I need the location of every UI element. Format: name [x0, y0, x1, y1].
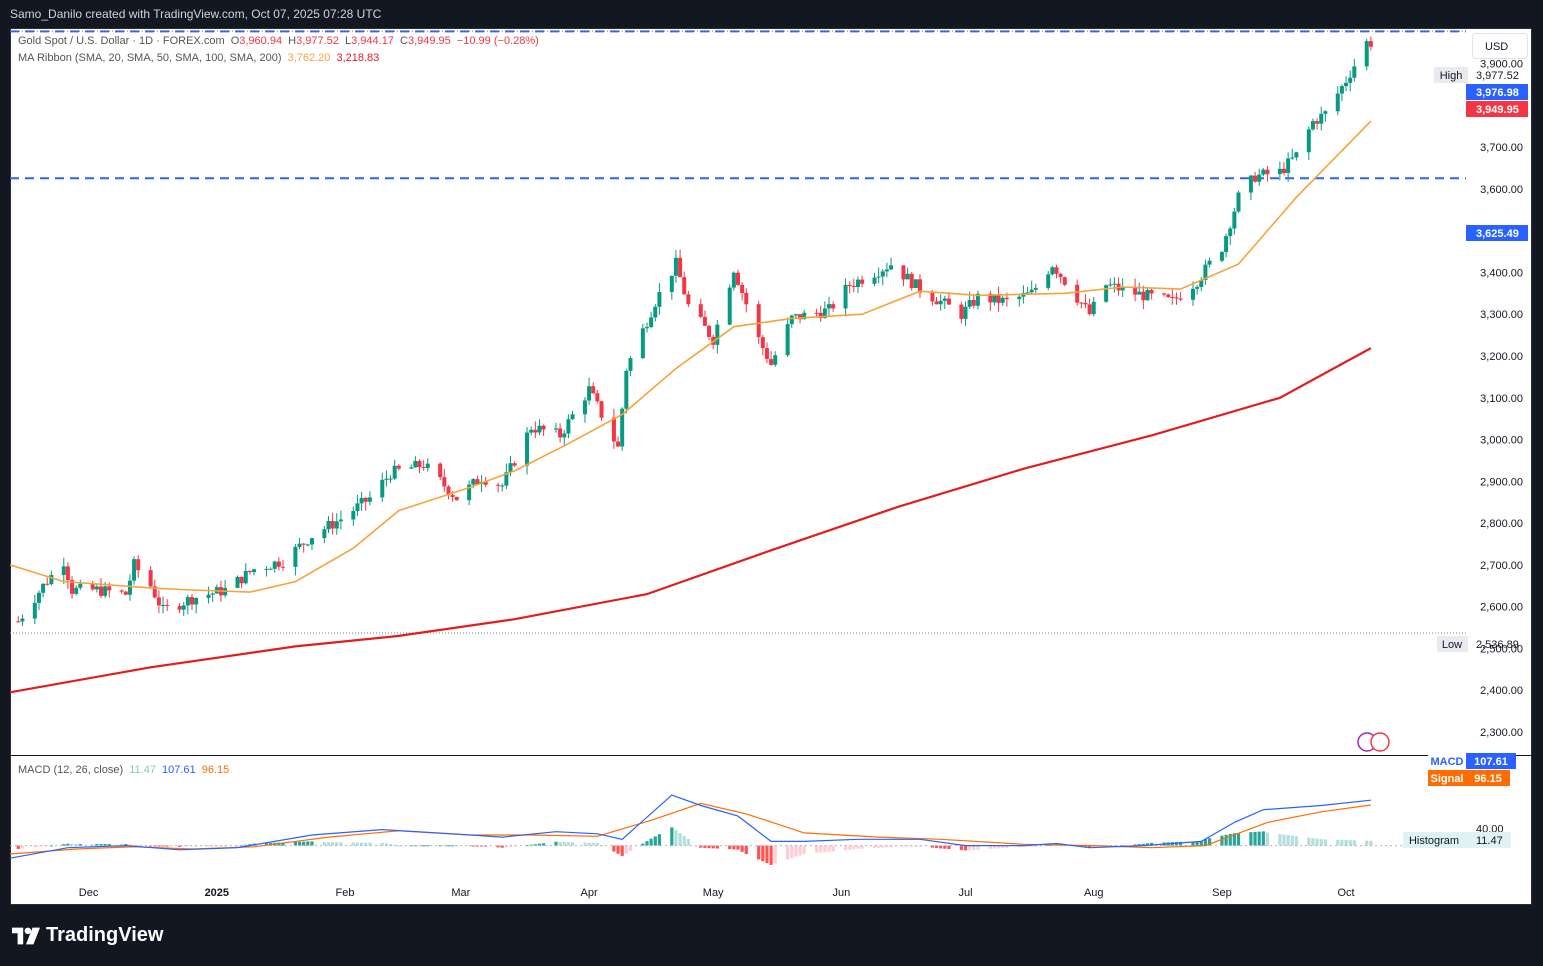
high-label: H	[288, 35, 297, 47]
symbol-label: Gold Spot / U.S. Dollar · 1D · FOREX.com	[18, 35, 225, 47]
currency-button[interactable]: USD	[1472, 33, 1528, 59]
open-label: O	[230, 35, 240, 47]
ma200-value: 3,218.83	[336, 52, 380, 64]
low-value: 3,944.17	[351, 35, 394, 47]
change-value: −10.99 (−0.28%)	[456, 35, 539, 47]
chart-panel[interactable]: Gold Spot / U.S. Dollar · 1D · FOREX.com…	[10, 28, 1532, 905]
macd-signal-value: 96.15	[201, 764, 230, 776]
symbol-legend: Gold Spot / U.S. Dollar · 1D · FOREX.com…	[18, 35, 542, 47]
chart-attribution: Samo_Danilo created with TradingView.com…	[10, 7, 382, 21]
tradingview-logo-text: TradingView	[46, 924, 164, 946]
open-value: 3,960.94	[239, 35, 283, 47]
ma-legend: MA Ribbon (SMA, 20, SMA, 50, SMA, 100, S…	[18, 52, 382, 64]
tradingview-logo-icon	[12, 927, 40, 944]
ma20-value: 3,762.20	[287, 52, 331, 64]
high-value: 3,977.52	[296, 35, 339, 47]
close-value: 3,949.95	[407, 35, 451, 47]
macd-legend: MACD (12, 26, close) 11.47 107.61 96.15	[18, 764, 232, 776]
tradingview-logo[interactable]: TradingView	[12, 924, 163, 947]
close-label: C	[400, 35, 408, 47]
macd-line-value: 107.61	[162, 764, 196, 776]
low-label: L	[344, 35, 352, 47]
macd-hist-value: 11.47	[129, 764, 156, 776]
macd-indicator-label: MACD (12, 26, close)	[18, 764, 124, 776]
ma-ribbon-label: MA Ribbon (SMA, 20, SMA, 50, SMA, 100, S…	[18, 52, 282, 64]
